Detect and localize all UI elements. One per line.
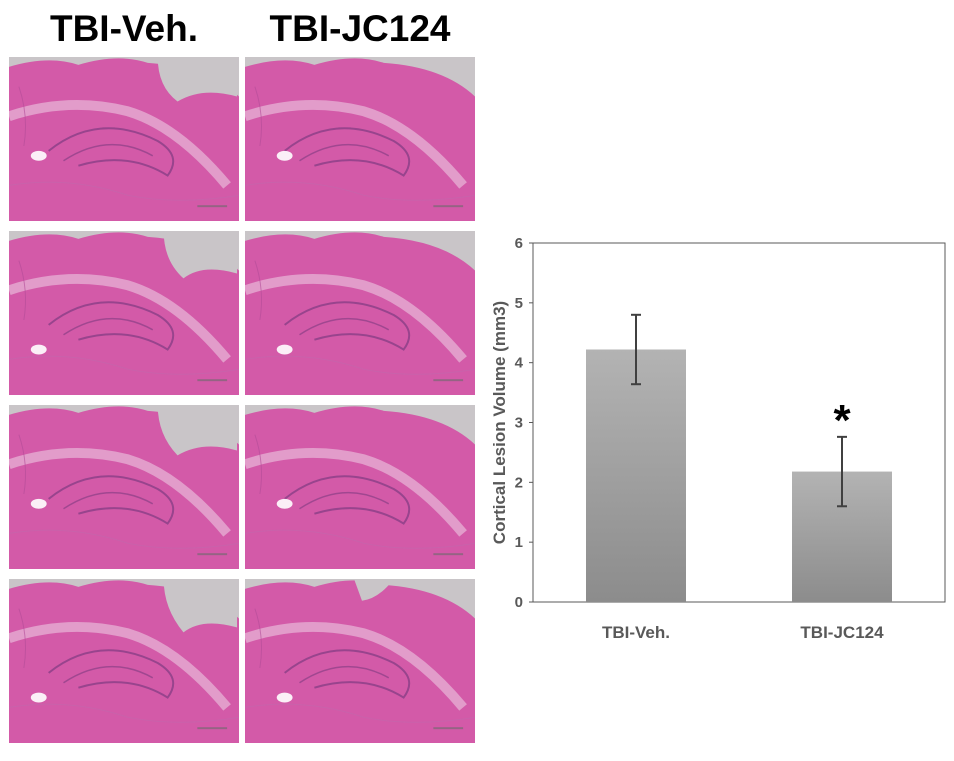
column-title-tbi-jc124: TBI-JC124 [269, 8, 451, 49]
y-tick-label: 3 [515, 415, 523, 432]
histology-panel: TBI-Veh. TBI-JC124 [8, 0, 484, 758]
brain-section-image [8, 578, 240, 744]
lesion-volume-chart: 0 1 2 3 4 5 6 Cortical Lesion Volume (mm3) TBI-V… [490, 225, 950, 665]
y-tick-label: 1 [515, 534, 523, 551]
y-tick-label: 4 [515, 355, 524, 372]
brain-section-image [244, 56, 476, 222]
significance-asterisk: * [833, 396, 851, 445]
bar-chart-svg: 0 1 2 3 4 5 6 Cortical Lesion Volume (mm3) TBI-V… [490, 235, 946, 642]
brain-section-image [244, 578, 476, 744]
brain-section-image [8, 56, 240, 222]
brain-section-image [8, 404, 240, 570]
brain-section-image [244, 404, 476, 570]
brain-section-image [244, 230, 476, 396]
y-tick-label: 6 [515, 235, 523, 252]
y-tick-label: 2 [515, 474, 523, 491]
x-tick-label: TBI-Veh. [602, 623, 670, 642]
y-tick-label: 5 [515, 295, 523, 312]
y-tick-label: 0 [515, 594, 523, 611]
bar [586, 349, 686, 602]
y-axis-label: Cortical Lesion Volume (mm3) [490, 301, 509, 544]
column-title-tbi-veh: TBI-Veh. [49, 8, 199, 49]
x-tick-label: TBI-JC124 [800, 623, 884, 642]
brain-section-image [8, 230, 240, 396]
